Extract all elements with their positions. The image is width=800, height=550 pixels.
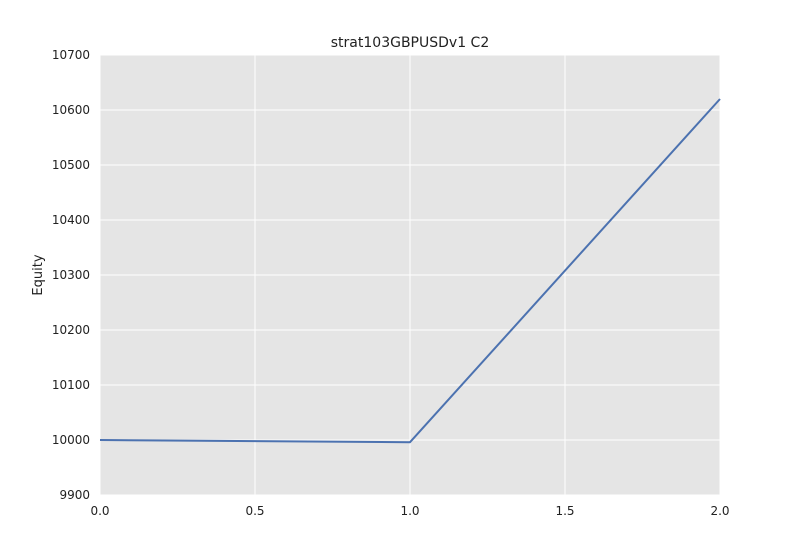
grid-lines	[99, 54, 721, 496]
y-tick-label: 9900	[59, 488, 90, 502]
x-tick-label: 0.5	[245, 504, 264, 518]
chart-title: strat103GBPUSDv1 C2	[331, 35, 489, 51]
x-tick-label: 0.0	[90, 504, 109, 518]
series-line	[99, 98, 721, 444]
x-tick-label: 1.5	[555, 504, 574, 518]
y-tick-label: 10000	[52, 433, 90, 447]
y-tick-label: 10100	[52, 378, 90, 392]
x-tick-labels: 0.0 0.5 1.0 1.5 2.0	[90, 504, 729, 518]
y-tick-label: 10200	[52, 323, 90, 337]
y-tick-label: 10700	[52, 48, 90, 62]
x-tick-label: 2.0	[710, 504, 729, 518]
y-tick-label: 10400	[52, 213, 90, 227]
y-tick-label: 10600	[52, 103, 90, 117]
y-tick-label: 10500	[52, 158, 90, 172]
y-tick-label: 10300	[52, 268, 90, 282]
y-axis-label: Equity	[31, 254, 46, 295]
x-tick-label: 1.0	[400, 504, 419, 518]
series-layer	[99, 98, 721, 444]
y-tick-labels: 9900 10000 10100 10200 10300 10400 10500 10600 1…	[52, 48, 90, 502]
